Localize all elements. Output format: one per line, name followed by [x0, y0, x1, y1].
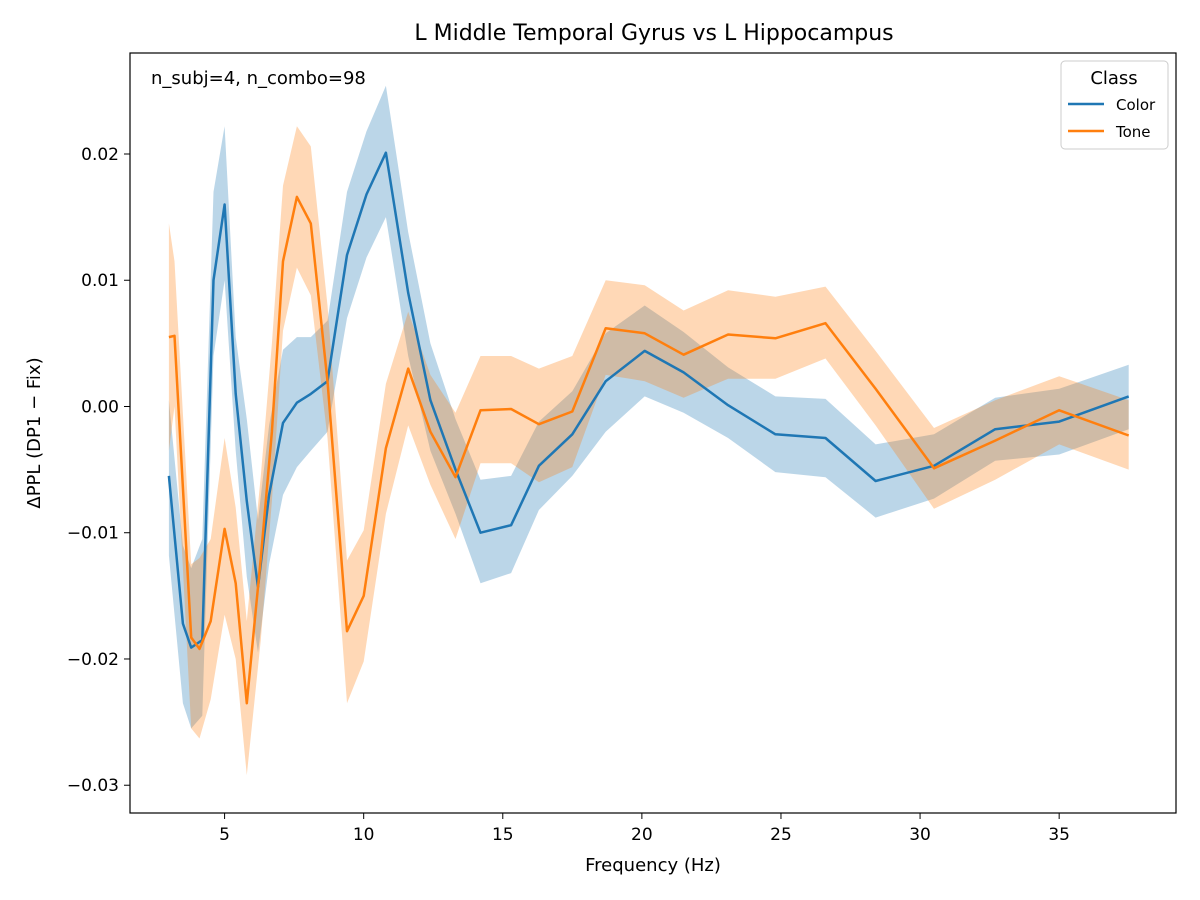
- y-axis-ticks: −0.03 −0.02 −0.01 0.00 0.01 0.02: [67, 145, 130, 796]
- legend-entry-color: Color: [1116, 96, 1156, 114]
- y-tick-label: −0.01: [67, 524, 119, 544]
- x-tick-label: 10: [353, 825, 375, 845]
- legend: Class Color Tone: [1060, 60, 1169, 150]
- x-axis-ticks: 5 10 15 20 25 30 35: [219, 813, 1070, 845]
- x-tick-label: 25: [770, 825, 792, 845]
- legend-title: Class: [1090, 68, 1137, 89]
- tone-confidence-band: [168, 126, 1129, 776]
- y-axis-label: ΔPPL (DP1 − Fix): [24, 357, 45, 508]
- y-tick-label: −0.03: [67, 776, 119, 796]
- x-axis-label: Frequency (Hz): [585, 855, 721, 876]
- x-tick-label: 30: [909, 825, 931, 845]
- tone-series-line: [168, 195, 1130, 705]
- x-tick-label: 15: [492, 825, 514, 845]
- x-tick-label: 5: [219, 825, 230, 845]
- x-tick-label: 35: [1048, 825, 1070, 845]
- legend-entry-tone: Tone: [1115, 123, 1151, 141]
- y-tick-label: 0.01: [81, 271, 119, 291]
- x-tick-label: 20: [631, 825, 653, 845]
- legend-box: [1060, 60, 1169, 150]
- confidence-bands: [168, 85, 1129, 776]
- plot-frame: [129, 52, 1177, 814]
- y-tick-label: −0.02: [67, 650, 119, 670]
- y-tick-label: 0.00: [81, 397, 119, 417]
- series-lines: [167, 151, 1130, 705]
- y-tick-label: 0.02: [81, 145, 119, 165]
- sample-size-annotation: n_subj=4, n_combo=98: [151, 68, 366, 89]
- color-confidence-band: [168, 85, 1129, 729]
- chart-title: L Middle Temporal Gyrus vs L Hippocampus: [414, 21, 893, 46]
- color-series-line: [167, 151, 1130, 649]
